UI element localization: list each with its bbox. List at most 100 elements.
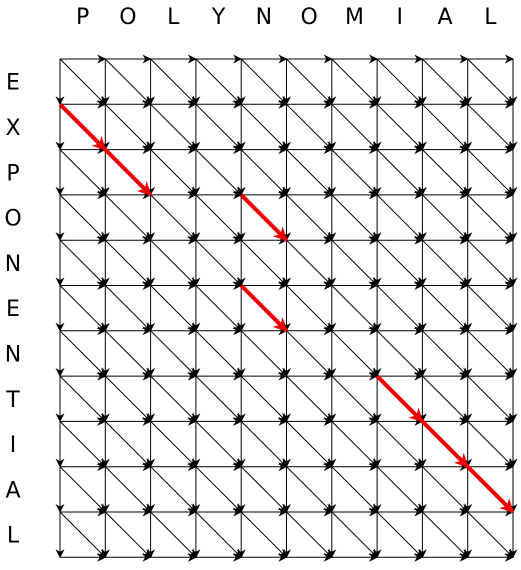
side-letter: O bbox=[4, 207, 21, 232]
diagonal-edge bbox=[376, 149, 424, 196]
diagonal-edge bbox=[376, 239, 424, 287]
diagonal-edge bbox=[286, 285, 333, 332]
side-letter: N bbox=[5, 252, 21, 277]
diagonal-edge bbox=[286, 239, 333, 287]
side-letter: I bbox=[10, 433, 17, 458]
side-letter: X bbox=[5, 116, 20, 141]
diagonal-edge bbox=[59, 511, 106, 558]
diagonal-edge bbox=[195, 149, 242, 196]
diagonal-edge bbox=[195, 511, 242, 558]
diagonal-edge bbox=[195, 58, 242, 105]
highlighted-diagonal-edge bbox=[58, 102, 107, 152]
diagonal-edge bbox=[240, 466, 288, 513]
diagonal-edge bbox=[331, 194, 378, 241]
top-letter: L bbox=[167, 5, 180, 30]
diagonal-edge bbox=[422, 103, 469, 151]
diagonal-edge bbox=[376, 421, 424, 468]
diagonal-edge bbox=[286, 58, 333, 105]
diagonal-edge bbox=[286, 421, 333, 468]
diagonal-edge bbox=[240, 511, 288, 558]
highlighted-diagonal-edge bbox=[375, 374, 424, 423]
diagonal-edge bbox=[467, 58, 514, 105]
diagonal-edge bbox=[150, 285, 197, 332]
side-letter: L bbox=[7, 524, 20, 549]
diagonal-edge bbox=[331, 375, 378, 423]
diagonal-edge bbox=[467, 239, 514, 287]
diagonal-edge bbox=[150, 103, 197, 151]
diagonal-edge bbox=[195, 330, 242, 377]
diagonal-edge bbox=[150, 511, 197, 558]
highlighted-diagonal-edge bbox=[239, 284, 288, 333]
diagonal-edge bbox=[331, 103, 378, 151]
diagonal-edge bbox=[376, 330, 424, 377]
diagonal-edge bbox=[376, 58, 424, 105]
diagonal-edge bbox=[104, 58, 152, 105]
diagonal-edge bbox=[104, 421, 152, 468]
diagonal-edge bbox=[422, 285, 469, 332]
diagonal-edge bbox=[286, 194, 333, 241]
diagonal-edge bbox=[195, 375, 242, 423]
diagonal-edge bbox=[150, 421, 197, 468]
diagonal-edge bbox=[376, 103, 424, 151]
grid-edges bbox=[55, 54, 518, 562]
diagonal-edge bbox=[376, 466, 424, 513]
diagonal-edge bbox=[331, 421, 378, 468]
top-letter: N bbox=[256, 5, 272, 30]
side-letter: T bbox=[5, 388, 20, 413]
diagonal-edge bbox=[240, 103, 288, 151]
highlighted-diagonal-edge bbox=[239, 193, 288, 242]
diagonal-edge bbox=[104, 511, 152, 558]
top-letter: P bbox=[76, 5, 89, 30]
diagonal-edge bbox=[286, 149, 333, 196]
diagonal-edge bbox=[59, 285, 106, 332]
diagonal-edge bbox=[467, 330, 514, 377]
diagonal-edge bbox=[104, 466, 152, 513]
top-letter: M bbox=[345, 5, 364, 30]
diagonal-edge bbox=[150, 149, 197, 196]
diagonal-edge bbox=[467, 149, 514, 196]
diagonal-edge bbox=[150, 466, 197, 513]
diagonal-edge bbox=[331, 149, 378, 196]
diagonal-edge bbox=[286, 511, 333, 558]
diagonal-edge bbox=[467, 285, 514, 332]
diagonal-edge bbox=[195, 103, 242, 151]
diagonal-edge bbox=[376, 511, 424, 558]
diagonal-edge bbox=[422, 149, 469, 196]
top-letter: O bbox=[119, 5, 136, 30]
diagonal-edge bbox=[104, 285, 152, 332]
diagonal-edge bbox=[467, 511, 514, 558]
highlighted-diagonal-edge bbox=[103, 148, 153, 197]
diagonal-edge bbox=[331, 285, 378, 332]
diagonal-edge bbox=[422, 511, 469, 558]
diagonal-edge bbox=[240, 375, 288, 423]
diagonal-edge bbox=[376, 194, 424, 241]
side-letter: E bbox=[6, 71, 20, 96]
diagonal-edge bbox=[240, 330, 288, 377]
diagonal-edge bbox=[467, 375, 514, 423]
diagonal-edge bbox=[195, 239, 242, 287]
diagonal-edge bbox=[104, 103, 152, 151]
diagonal-edge bbox=[59, 421, 106, 468]
diagonal-edge bbox=[240, 239, 288, 287]
diagonal-edge bbox=[331, 239, 378, 287]
diagonal-edge bbox=[286, 466, 333, 513]
diagonal-edge bbox=[331, 58, 378, 105]
diagonal-edge bbox=[59, 149, 106, 196]
diagonal-edge bbox=[376, 285, 424, 332]
diagonal-edge bbox=[104, 330, 152, 377]
diagonal-edge bbox=[59, 58, 106, 105]
diagonal-edge bbox=[195, 194, 242, 241]
side-letter: A bbox=[5, 478, 20, 503]
diagonal-edge bbox=[240, 149, 288, 196]
diagonal-edge bbox=[467, 421, 514, 468]
diagonal-edge bbox=[286, 103, 333, 151]
diagonal-edge bbox=[59, 194, 106, 241]
diagonal-edge bbox=[150, 330, 197, 377]
diagonal-edge bbox=[150, 239, 197, 287]
diagonal-edge bbox=[467, 194, 514, 241]
diagonal-edge bbox=[422, 466, 469, 513]
top-letter: A bbox=[438, 5, 453, 30]
highlighted-path bbox=[58, 102, 515, 514]
